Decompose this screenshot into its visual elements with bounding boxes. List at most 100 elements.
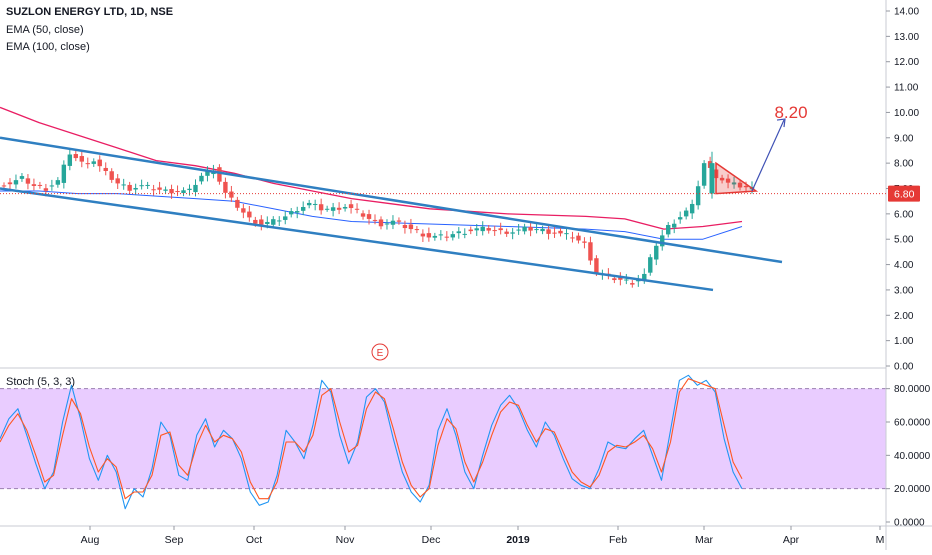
y-tick-label: 8.00 (894, 159, 914, 170)
candle-body (582, 241, 587, 243)
candle-body (522, 226, 527, 232)
candle-body (37, 184, 43, 186)
stoch-y-tick-label: 20.0000 (894, 484, 931, 495)
candle-body (546, 229, 551, 234)
candle-body (318, 204, 324, 211)
candle-body (660, 235, 665, 247)
candle-body (109, 171, 114, 180)
event-marker-circle (371, 343, 389, 361)
candle-body (61, 164, 67, 183)
candle-body (121, 184, 126, 186)
candle-body (666, 225, 671, 235)
candle-body (540, 228, 545, 232)
candle-body (648, 257, 653, 273)
candle-body (420, 233, 426, 237)
candle-body (438, 234, 444, 236)
candle-body (97, 159, 102, 167)
candle-body (408, 224, 414, 230)
y-tick-label: 5.00 (894, 235, 914, 246)
stoch-band-fill (0, 388, 886, 489)
candle-body (199, 175, 204, 182)
candle-body (672, 223, 677, 228)
y-tick-label: 9.00 (894, 133, 914, 144)
candle-body (366, 214, 372, 219)
ema50-legend[interactable]: EMA (50, close) (6, 24, 84, 36)
y-tick-label: 14.00 (894, 7, 919, 18)
y-tick-label: 11.00 (894, 83, 919, 94)
candle-body (103, 167, 108, 172)
candle-body (709, 163, 715, 194)
target-price-label: 8.20 (774, 103, 807, 122)
stoch-legend[interactable]: Stoch (5, 3, 3) (6, 376, 76, 388)
candle-body (360, 213, 366, 217)
candle-body (695, 186, 701, 206)
candle-body (7, 182, 13, 185)
candle-body (324, 208, 330, 210)
x-tick-label: Mar (695, 534, 714, 546)
candle-body (612, 278, 617, 281)
projection-arrow-head (776, 118, 786, 128)
candle-body (552, 232, 557, 234)
x-tick-label: Feb (609, 534, 627, 546)
candle-body (528, 227, 533, 231)
y-tick-label: 4.00 (894, 260, 914, 271)
candle-body (19, 176, 25, 179)
x-tick-label: Sep (165, 534, 184, 546)
triangle-pattern (715, 161, 759, 195)
y-tick-label: 13.00 (894, 32, 919, 43)
candle-body (253, 219, 258, 224)
candle-body (115, 178, 120, 184)
candle-body (336, 207, 342, 210)
channel-lower-line (0, 187, 714, 292)
candle-body (259, 219, 264, 225)
ema100-line-group (0, 106, 743, 230)
stoch-y-tick-label: 40.0000 (894, 451, 931, 462)
candle-body (49, 185, 55, 187)
candle-body (247, 211, 252, 218)
candle-body (492, 230, 497, 232)
channel-upper-line (0, 136, 783, 264)
candle-body (223, 181, 228, 193)
candle-body (301, 207, 306, 211)
candle-body (468, 229, 473, 232)
candle-body (330, 207, 336, 211)
candle-body (193, 184, 198, 193)
candle-body (558, 230, 563, 234)
candle-body (719, 177, 725, 181)
candle-body (187, 188, 192, 191)
candle-body (67, 154, 73, 166)
candle-body (402, 225, 408, 229)
candles-group (1, 148, 755, 288)
y-tick-label: 2.00 (894, 311, 914, 322)
candle-body (630, 283, 635, 285)
candle-body (283, 216, 288, 220)
candle-body (306, 202, 312, 206)
candle-body (516, 229, 521, 231)
candle-body (91, 161, 96, 164)
candle-body (55, 180, 61, 185)
candle-body (737, 182, 743, 188)
candle-body (271, 219, 276, 225)
candle-body (624, 279, 629, 281)
candle-body (13, 180, 19, 185)
candle-body (677, 217, 683, 220)
candle-body (564, 233, 569, 235)
y-tick-label: 6.00 (894, 209, 914, 220)
event-marker-label: E (377, 348, 384, 359)
candle-body (348, 204, 354, 209)
candle-body (163, 189, 168, 191)
candle-body (133, 187, 138, 190)
candle-body (504, 231, 509, 234)
candle-body (384, 223, 390, 225)
candle-body (378, 219, 384, 227)
candle-body (534, 229, 539, 231)
x-tick-label: Aug (81, 534, 100, 546)
candle-body (432, 235, 438, 238)
ema100-legend[interactable]: EMA (100, close) (6, 41, 90, 53)
candle-body (79, 156, 84, 162)
candle-body (139, 185, 144, 187)
stoch-y-tick-label: 0.0000 (894, 518, 925, 529)
candle-body (618, 276, 623, 280)
